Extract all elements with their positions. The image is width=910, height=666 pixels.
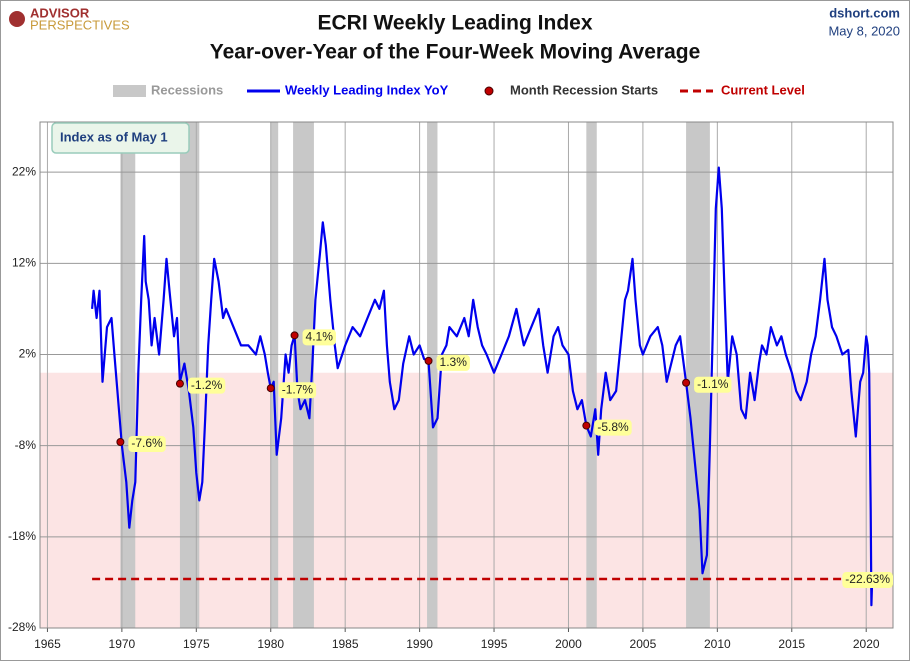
y-tick-label: 2% (19, 347, 37, 361)
y-tick-label: -28% (8, 620, 36, 634)
logo-line1: ADVISOR (30, 5, 90, 20)
data-label-box (436, 354, 470, 371)
data-label: -5.8% (597, 420, 629, 434)
recession-band (179, 122, 200, 628)
y-tick-label: -18% (8, 529, 36, 543)
x-tick-label: 2010 (704, 637, 731, 651)
data-label-box (694, 376, 732, 393)
x-tick-label: 2015 (778, 637, 805, 651)
x-tick-label: 2005 (630, 637, 657, 651)
legend: Recessions Weekly Leading Index YoY Mont… (113, 82, 805, 97)
data-label-group: -1.1% (694, 376, 732, 393)
recession-start-marker (682, 378, 691, 387)
x-tick-label: 1995 (481, 637, 508, 651)
recession-band (293, 122, 314, 628)
data-label-box (278, 382, 317, 399)
recession-band (686, 122, 710, 628)
recession-start-marker (116, 438, 125, 447)
x-tick-label: 1980 (257, 637, 284, 651)
recession-start-marker (266, 384, 275, 393)
data-label-box (594, 419, 632, 436)
y-tick-label: 22% (12, 164, 36, 178)
x-tick-label: 2020 (853, 637, 880, 651)
legend-swatch-marker (484, 86, 494, 96)
data-label: 4.1% (306, 330, 334, 344)
date: May 8, 2020 (828, 23, 900, 38)
series-line (91, 166, 874, 607)
data-label-box (128, 436, 166, 453)
legend-label: Recessions (151, 82, 223, 97)
recession-band (586, 122, 597, 628)
recession-band (427, 122, 438, 628)
data-label: -1.2% (191, 378, 223, 392)
recession-band (120, 122, 136, 628)
plot-border (39, 121, 894, 629)
data-label-box (302, 329, 336, 346)
x-tick-label: 1965 (34, 637, 61, 651)
legend-swatch-recessions (113, 85, 146, 97)
recession-start-marker (290, 331, 299, 340)
recession-start-marker (582, 421, 591, 430)
x-tick-label: 1970 (109, 637, 136, 651)
plot-area: 1965 1970 1975 1980 1985 1990 1995 2000 2005 2010… (8, 121, 894, 651)
note-box-bg (51, 122, 190, 154)
chart-title: ECRI Weekly Leading Index (317, 12, 592, 35)
note-text: Index as of May 1 (60, 129, 168, 144)
logo-icon (9, 11, 25, 27)
data-label: -7.6% (131, 436, 163, 450)
source: dshort.com (829, 5, 900, 20)
recession-start-marker (424, 356, 433, 365)
legend-label: Month Recession Starts (510, 82, 658, 97)
data-label-group: -1.2% (187, 377, 226, 394)
data-label-group: -7.6% (128, 436, 166, 453)
data-label-group: -5.8% (594, 419, 632, 436)
negative-shading (40, 372, 893, 628)
recession-start-marker (175, 379, 184, 388)
data-label-box (187, 377, 226, 394)
recession-band (270, 122, 279, 628)
x-tick-label: 1975 (183, 637, 210, 651)
chart-subtitle: Year-over-Year of the Four-Week Moving A… (210, 41, 701, 64)
data-label-group: 1.3% (436, 354, 470, 371)
x-tick-label: 2000 (555, 637, 582, 651)
data-label: -1.7% (282, 382, 314, 396)
data-label-group: -22.63% (842, 572, 893, 589)
data-label-box (842, 572, 893, 589)
data-label: -22.63% (845, 572, 890, 586)
data-label: 1.3% (440, 355, 468, 369)
x-tick-label: 1990 (406, 637, 433, 651)
data-label: -1.1% (697, 377, 729, 391)
data-label-group: -1.7% (278, 382, 317, 399)
x-tick-label: 1985 (332, 637, 359, 651)
data-label-group: 4.1% (302, 329, 336, 346)
logo-line2: PERSPECTIVES (30, 17, 130, 32)
y-tick-label: 12% (12, 255, 36, 269)
legend-label: Weekly Leading Index YoY (285, 82, 449, 97)
legend-label: Current Level (721, 82, 805, 97)
y-tick-label: -8% (15, 438, 37, 452)
note-box: Index as of May 1 (51, 122, 190, 154)
